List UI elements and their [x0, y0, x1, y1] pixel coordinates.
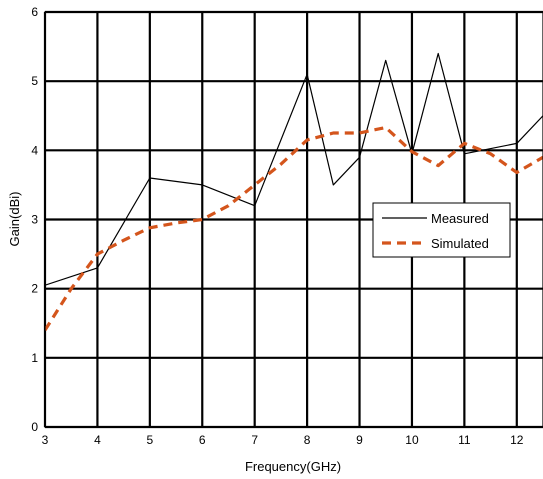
legend-label-measured: Measured [431, 211, 489, 226]
legend-label-simulated: Simulated [431, 236, 489, 251]
x-tick-label: 3 [42, 433, 49, 447]
x-axis-label: Frequency(GHz) [245, 459, 341, 474]
x-tick-label: 8 [304, 433, 311, 447]
x-tick-label: 7 [251, 433, 258, 447]
y-tick-label: 2 [31, 282, 38, 296]
y-tick-label: 0 [31, 420, 38, 434]
y-tick-label: 6 [31, 5, 38, 19]
y-tick-label: 5 [31, 74, 38, 88]
x-tick-label: 9 [356, 433, 363, 447]
plot-frame [44, 11, 543, 428]
x-tick-label: 4 [94, 433, 101, 447]
legend: Measured Simulated [372, 202, 511, 258]
y-axis-label: Gain(dBi) [7, 192, 22, 247]
series-line-simulated [45, 125, 543, 332]
series-line-measured [45, 52, 543, 286]
x-tick-label: 5 [146, 433, 153, 447]
x-tick-label: 12 [510, 433, 524, 447]
x-tick-label: 11 [458, 433, 471, 447]
y-tick-label: 1 [31, 351, 38, 365]
x-tick-label: 10 [405, 433, 419, 447]
x-tick-label: 6 [199, 433, 206, 447]
series-lines [45, 52, 543, 332]
legend-box [372, 202, 511, 258]
y-tick-label: 3 [31, 213, 38, 227]
y-tick-label: 4 [31, 143, 38, 157]
